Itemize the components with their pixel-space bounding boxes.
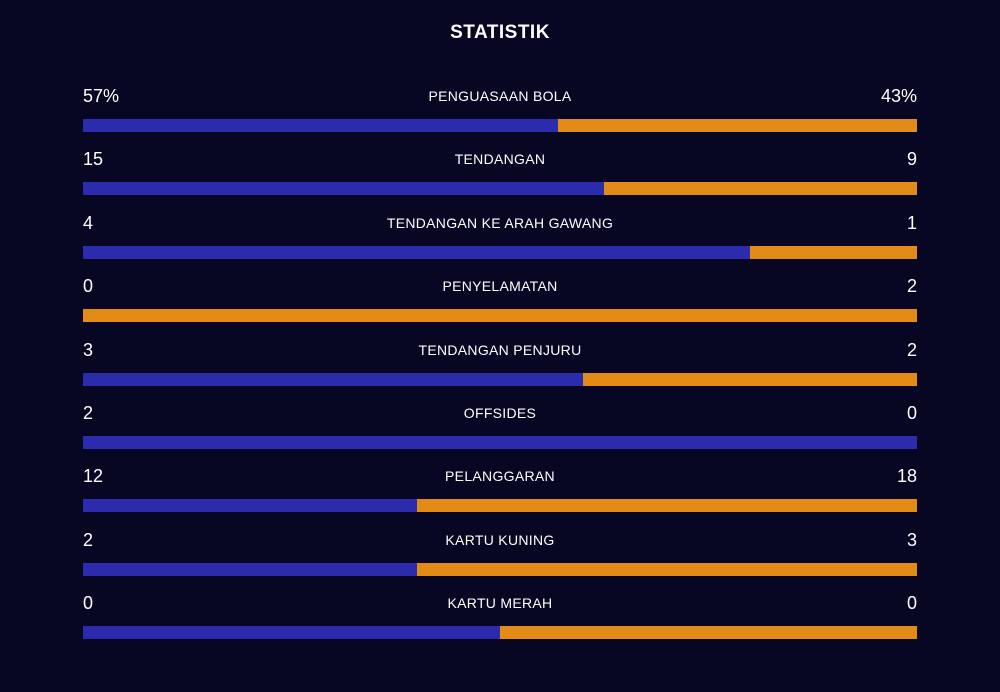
away-value: 2 — [906, 276, 917, 297]
stat-label: TENDANGAN — [454, 151, 546, 168]
away-bar-segment — [416, 499, 917, 513]
home-bar-segment — [83, 626, 500, 640]
home-bar-segment — [83, 245, 751, 259]
comparison-bar — [83, 372, 917, 386]
away-bar-segment — [583, 372, 917, 386]
comparison-bar — [83, 309, 917, 323]
home-value: 2 — [83, 529, 94, 550]
stat-row-shots: 15 TENDANGAN 9 — [83, 143, 917, 206]
home-bar-segment — [83, 562, 417, 576]
away-value: 0 — [906, 593, 917, 614]
home-bar-segment — [83, 435, 917, 449]
home-value: 3 — [83, 339, 94, 360]
home-value: 15 — [83, 149, 104, 170]
stat-row-fouls: 12 PELANGGARAN 18 — [83, 460, 917, 523]
home-bar-segment — [83, 372, 584, 386]
stats-title: STATISTIK — [450, 22, 550, 43]
home-value: 57% — [83, 86, 120, 106]
away-value: 18 — [896, 466, 917, 487]
away-value: 0 — [906, 402, 917, 423]
home-value: 4 — [83, 212, 94, 233]
stat-row-saves: 0 PENYELAMATAN 2 — [83, 270, 917, 333]
comparison-bar — [83, 499, 917, 513]
away-bar-segment — [604, 182, 917, 196]
stat-row-corners: 3 TENDANGAN PENJURU 2 — [83, 334, 917, 397]
stat-label: TENDANGAN KE ARAH GAWANG — [386, 214, 614, 231]
stat-row-yellow-cards: 2 KARTU KUNING 3 — [83, 524, 917, 587]
stats-list: 57% PENGUASAAN BOLA 43% 15 TENDANGAN 9 4… — [83, 80, 917, 651]
comparison-bar — [83, 562, 917, 576]
stat-label: KARTU KUNING — [445, 531, 555, 548]
comparison-bar — [83, 626, 917, 640]
home-bar-segment — [83, 182, 605, 196]
stat-label: KARTU MERAH — [447, 595, 553, 612]
stat-label: OFFSIDES — [463, 404, 537, 421]
home-value: 2 — [83, 402, 94, 423]
stat-label: PELANGGARAN — [445, 468, 555, 485]
comparison-bar — [83, 435, 917, 449]
away-value: 2 — [906, 339, 917, 360]
home-value: 12 — [83, 466, 104, 487]
stat-row-possession: 57% PENGUASAAN BOLA 43% — [83, 80, 917, 143]
comparison-bar — [83, 182, 917, 196]
away-value: 9 — [906, 149, 917, 170]
comparison-bar — [83, 245, 917, 259]
away-value: 3 — [906, 529, 917, 550]
away-bar-segment — [500, 626, 917, 640]
home-value: 0 — [83, 593, 94, 614]
home-bar-segment — [83, 499, 417, 513]
stat-label: PENYELAMATAN — [442, 278, 558, 295]
stat-row-red-cards: 0 KARTU MERAH 0 — [83, 587, 917, 650]
stat-label: PENGUASAAN BOLA — [428, 88, 572, 104]
away-bar-segment — [83, 309, 917, 323]
away-bar-segment — [416, 562, 917, 576]
away-value: 43% — [880, 86, 917, 106]
stat-label: TENDANGAN PENJURU — [418, 341, 582, 358]
away-bar-segment — [750, 245, 917, 259]
stat-row-shots-on-target: 4 TENDANGAN KE ARAH GAWANG 1 — [83, 207, 917, 270]
stat-row-offsides: 2 OFFSIDES 0 — [83, 397, 917, 460]
away-bar-segment — [558, 119, 917, 132]
comparison-bar — [83, 119, 917, 132]
home-value: 0 — [83, 276, 94, 297]
away-value: 1 — [906, 212, 917, 233]
home-bar-segment — [83, 119, 559, 132]
